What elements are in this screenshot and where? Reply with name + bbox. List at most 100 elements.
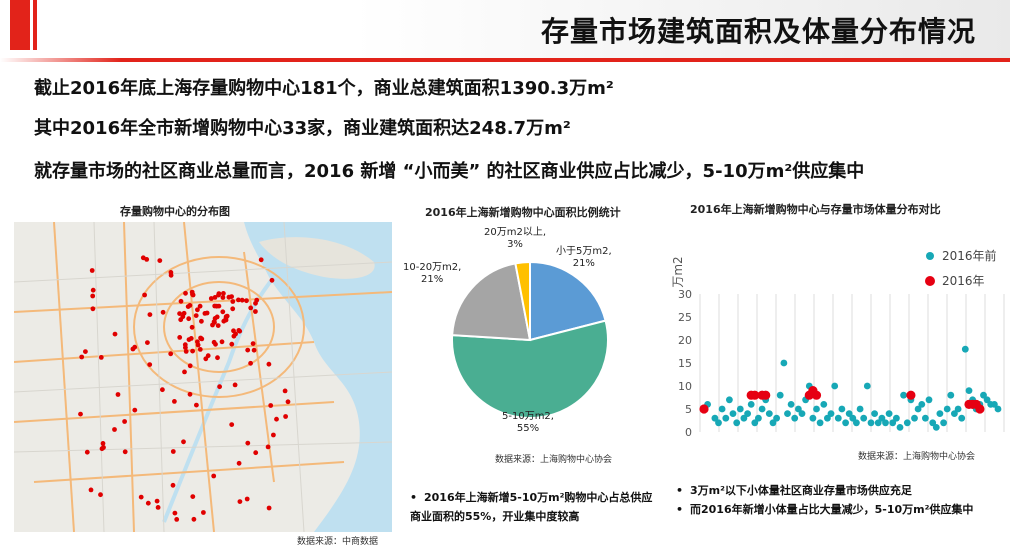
map-marker bbox=[244, 298, 249, 304]
map-marker bbox=[245, 347, 251, 353]
scatter-chart-title: 2016年上海新增购物中心与存量市场体量分布对比 bbox=[690, 203, 941, 216]
point-pre-2016 bbox=[780, 359, 788, 367]
point-pre-2016 bbox=[965, 387, 973, 394]
point-pre-2016 bbox=[849, 414, 857, 422]
point-pre-2016 bbox=[980, 391, 987, 399]
point-pre-2016 bbox=[889, 419, 897, 427]
map-river bbox=[162, 275, 276, 523]
map-marker bbox=[205, 353, 211, 359]
pie-label-xlarge: 20万m2以上, 3% bbox=[484, 227, 546, 251]
title-divider bbox=[0, 58, 1010, 62]
map-marker bbox=[269, 277, 275, 283]
bullet-dot-icon: • bbox=[676, 503, 684, 516]
map-marker bbox=[266, 505, 272, 511]
map-marker bbox=[236, 460, 242, 466]
point-pre-2016 bbox=[769, 419, 777, 427]
point-pre-2016 bbox=[947, 391, 955, 399]
map-marker bbox=[183, 345, 188, 350]
map-marker bbox=[154, 498, 160, 504]
map-marker bbox=[168, 272, 174, 278]
point-pre-2016 bbox=[722, 414, 730, 422]
point-pre-2016 bbox=[983, 396, 991, 404]
map-marker bbox=[244, 496, 250, 502]
map-marker bbox=[174, 517, 180, 522]
map-marker bbox=[258, 257, 264, 263]
point-pre-2016 bbox=[798, 410, 806, 417]
point-pre-2016 bbox=[929, 419, 937, 427]
legend-marker bbox=[926, 252, 934, 260]
map-marker bbox=[253, 309, 258, 314]
map-marker bbox=[78, 411, 83, 417]
point-pre-2016 bbox=[893, 414, 900, 422]
map-marker bbox=[223, 317, 229, 323]
map-marker bbox=[248, 360, 254, 366]
point-pre-2016 bbox=[922, 414, 929, 422]
point-pre-2016 bbox=[991, 401, 998, 408]
point-pre-2016 bbox=[773, 414, 780, 422]
pie-slice-2 bbox=[451, 262, 532, 342]
map-marker bbox=[98, 492, 103, 498]
map-marker bbox=[189, 289, 195, 295]
headline-3: 就存量市场的社区商业总量而言，2016 新增 “小而美” 的社区商业供应占比减少… bbox=[34, 161, 865, 182]
map-marker bbox=[170, 449, 176, 454]
point-pre-2016 bbox=[994, 405, 1002, 413]
map-canvas bbox=[14, 222, 392, 532]
point-pre-2016 bbox=[900, 391, 907, 399]
map-marker bbox=[250, 341, 256, 346]
point-pre-2016 bbox=[845, 410, 853, 417]
map-marker bbox=[177, 335, 183, 340]
pie-label-small: 小于5万m2, 21% bbox=[556, 246, 612, 270]
map-marker bbox=[90, 293, 96, 299]
map-marker bbox=[145, 340, 150, 345]
legend-marker bbox=[925, 276, 935, 286]
point-pre-2016 bbox=[911, 414, 918, 422]
point-pre-2016 bbox=[795, 405, 802, 413]
title-band bbox=[0, 0, 1010, 60]
map-marker bbox=[178, 317, 184, 323]
point-pre-2016 bbox=[744, 410, 751, 417]
map-marker bbox=[142, 292, 148, 298]
shanghai-map[interactable] bbox=[14, 222, 392, 532]
point-pre-2016 bbox=[733, 419, 741, 427]
map-marker bbox=[112, 331, 118, 337]
point-pre-2016 bbox=[816, 419, 824, 427]
map-marker bbox=[212, 295, 218, 300]
map-marker bbox=[268, 403, 274, 408]
point-pre-2016 bbox=[715, 419, 722, 427]
point-2016 bbox=[906, 390, 916, 400]
map-marker bbox=[202, 311, 208, 316]
y-tick-label: 30 bbox=[678, 288, 692, 301]
point-pre-2016 bbox=[918, 401, 926, 408]
logo-mark bbox=[10, 0, 30, 50]
point-pre-2016 bbox=[809, 414, 817, 422]
bullet-text: 而2016年新增小体量占比大量减少，5-10万m²供应集中 bbox=[690, 503, 974, 516]
map-marker bbox=[172, 510, 178, 516]
point-pre-2016 bbox=[882, 419, 889, 427]
map-marker bbox=[157, 258, 163, 263]
map-marker bbox=[172, 399, 177, 404]
map-marker bbox=[183, 349, 189, 354]
map-marker bbox=[170, 482, 176, 488]
pie-label-large: 10-20万m2, 21% bbox=[403, 262, 461, 286]
map-marker bbox=[100, 441, 106, 446]
map-marker bbox=[181, 439, 186, 445]
map-marker bbox=[197, 303, 203, 309]
point-2016 bbox=[750, 390, 760, 400]
map-marker bbox=[201, 510, 206, 515]
point-pre-2016 bbox=[729, 410, 737, 417]
point-pre-2016 bbox=[736, 405, 744, 413]
map-marker bbox=[112, 427, 117, 432]
map-marker bbox=[282, 388, 288, 394]
point-pre-2016 bbox=[838, 405, 846, 413]
map-marker bbox=[115, 392, 121, 397]
map-marker bbox=[138, 494, 144, 500]
map-marker bbox=[214, 303, 220, 309]
map-marker bbox=[147, 362, 153, 367]
map-marker bbox=[197, 347, 203, 352]
pie-slice-3 bbox=[514, 260, 531, 341]
map-marker bbox=[215, 355, 220, 361]
pie-label-name: 5-10万m2, bbox=[502, 411, 554, 422]
pie-label-pct: 55% bbox=[516, 423, 540, 434]
y-tick-label: 15 bbox=[678, 357, 692, 370]
map-marker bbox=[245, 440, 251, 446]
